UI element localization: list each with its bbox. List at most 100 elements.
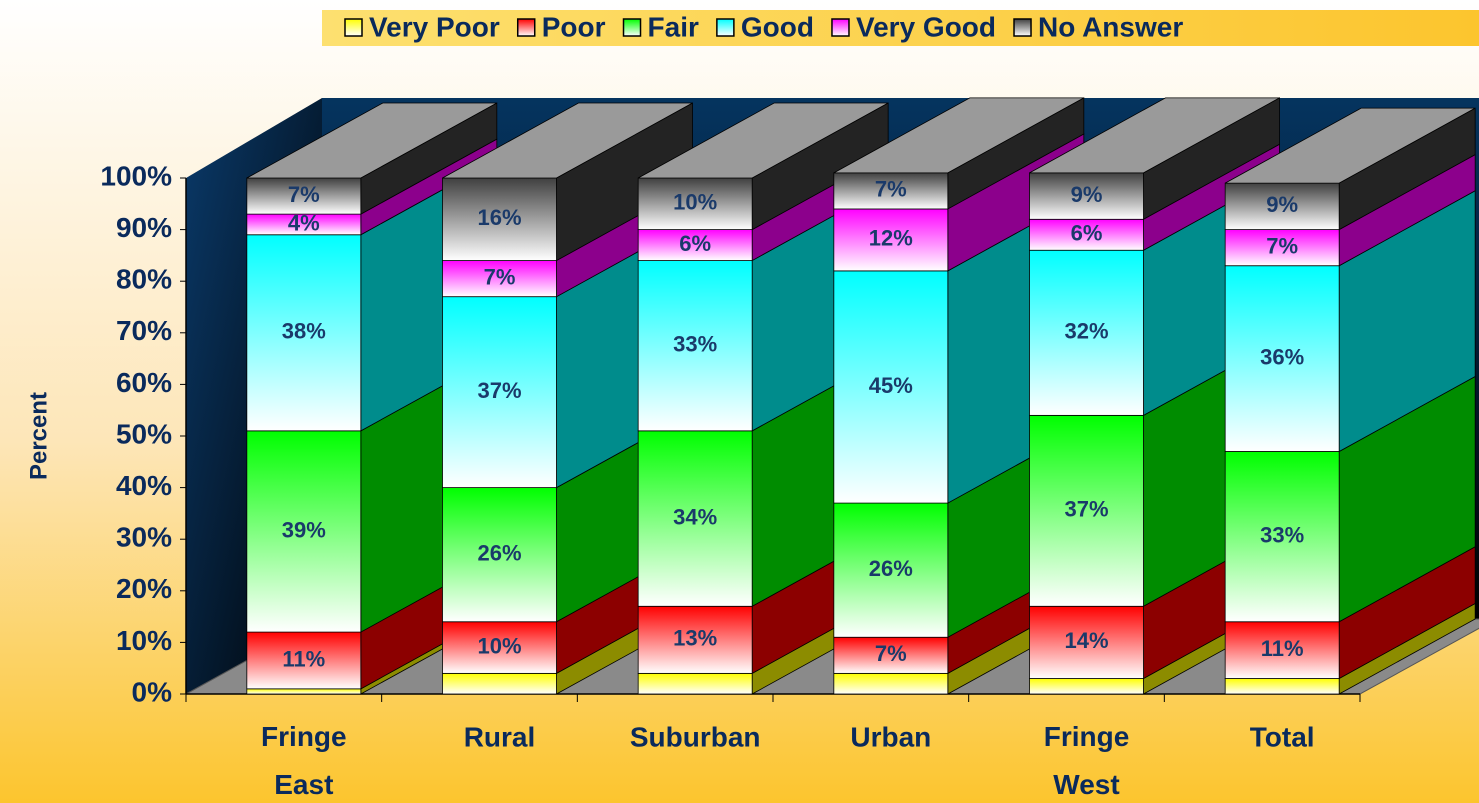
value-label: 10%	[477, 633, 521, 658]
bar-top	[1224, 107, 1476, 184]
value-label: 37%	[477, 378, 521, 403]
value-label: 9%	[1266, 192, 1298, 217]
bar-segment	[833, 672, 949, 695]
value-label: 7%	[875, 177, 907, 202]
value-label: 9%	[1071, 182, 1103, 207]
value-label: 39%	[282, 517, 326, 542]
legend-label: Very Good	[856, 11, 996, 42]
legend-swatch	[716, 18, 735, 37]
bar-side-shade	[1339, 108, 1476, 230]
value-label: 12%	[869, 226, 913, 251]
bar-side-shade	[1339, 603, 1476, 694]
bar-top	[246, 102, 498, 179]
bar-segment	[1224, 451, 1340, 623]
legend-swatch	[831, 18, 850, 37]
bar-side-shade	[556, 103, 693, 261]
bar-segment	[1029, 678, 1144, 695]
bar-segment	[637, 605, 753, 674]
bar-side-shade	[752, 103, 889, 230]
y-tick-label: 100%	[100, 160, 172, 191]
bar-segment	[1224, 182, 1340, 231]
value-label: 33%	[673, 332, 717, 357]
bar-segment	[833, 270, 949, 504]
x-tick-label: Fringe East	[261, 721, 347, 800]
bar-segment	[1029, 605, 1144, 679]
value-label: 11%	[282, 646, 325, 671]
bar-top	[1029, 97, 1280, 174]
legend-swatch	[622, 18, 642, 37]
legend-label: Fair	[648, 11, 699, 42]
bar-segment	[637, 672, 753, 695]
value-label: 6%	[1071, 221, 1103, 246]
legend-swatch	[516, 18, 536, 37]
bar-side-shade	[1339, 376, 1476, 622]
y-tick-label: 50%	[116, 418, 172, 449]
value-label: 33%	[1260, 522, 1304, 547]
bar-side-shade	[1339, 546, 1476, 679]
x-tick-label: Total	[1250, 721, 1315, 752]
legend-background	[322, 10, 1479, 46]
value-label: 11%	[1261, 636, 1304, 661]
value-label: 26%	[869, 556, 913, 581]
bar-segment	[246, 688, 362, 695]
bar-segment	[637, 229, 753, 261]
bar-side-shade	[360, 139, 497, 235]
bar-top	[833, 97, 1085, 174]
y-axis-label: Percent	[25, 392, 52, 480]
bar-segment	[246, 631, 362, 690]
bar-side-shade	[947, 97, 1084, 209]
value-label: 7%	[1266, 233, 1298, 258]
legend-label: Very Poor	[369, 11, 500, 42]
bar-side-shade	[1143, 97, 1280, 220]
legend-label: No Answer	[1038, 11, 1183, 42]
legend-label: Poor	[542, 11, 606, 42]
y-tick-label: 0%	[132, 676, 173, 707]
value-label: 7%	[288, 182, 320, 207]
bar-segment	[1224, 229, 1340, 267]
plot-area: 0% 10% 20% 30% 40% 50% 60% 70% 80% 90% 100% Fringe E…	[100, 97, 1479, 800]
bar-segment	[442, 177, 557, 261]
y-tick-label: 40%	[116, 470, 172, 501]
value-label: 6%	[679, 231, 711, 256]
y-tick-label: 30%	[116, 522, 172, 553]
value-label: 14%	[1064, 628, 1108, 653]
bar-segment	[833, 502, 949, 638]
bar-top	[637, 102, 889, 179]
bar-segment	[637, 260, 753, 432]
value-label: 38%	[282, 319, 326, 344]
bar-segment	[246, 177, 362, 215]
bar-segment	[442, 487, 557, 623]
bar-segment	[833, 172, 949, 210]
value-label: 26%	[477, 540, 521, 565]
x-tick-label: Urban	[850, 721, 931, 752]
x-tick-label: Suburban	[630, 721, 761, 752]
x-tick-label: Rural	[464, 721, 536, 752]
value-label: 13%	[673, 626, 717, 651]
value-label: 16%	[477, 205, 521, 230]
y-tick-label: 60%	[116, 367, 172, 398]
y-tick-label: 20%	[116, 573, 172, 604]
value-label: 37%	[1064, 497, 1108, 522]
bar-segment	[1029, 218, 1144, 251]
value-label: 7%	[484, 264, 516, 289]
bar-top	[442, 102, 693, 179]
value-label: 34%	[673, 504, 717, 529]
bar-segment	[442, 296, 557, 488]
value-label: 10%	[673, 190, 717, 215]
bar-segment	[1224, 621, 1340, 679]
bar-side-shade	[1143, 144, 1280, 251]
bar-segment	[1029, 249, 1144, 416]
bar-segment	[442, 672, 557, 695]
y-tick-label: 10%	[116, 625, 172, 656]
legend-swatch	[1013, 18, 1032, 37]
bar-segment	[1224, 678, 1340, 695]
value-label: 36%	[1260, 344, 1304, 369]
bar-segment	[637, 430, 753, 607]
bar-segment	[246, 234, 362, 432]
bar-segment	[833, 636, 949, 674]
bar-segment	[246, 430, 362, 633]
legend-swatch	[344, 18, 363, 37]
bar-segment	[442, 260, 557, 298]
bar-segment	[833, 208, 949, 272]
